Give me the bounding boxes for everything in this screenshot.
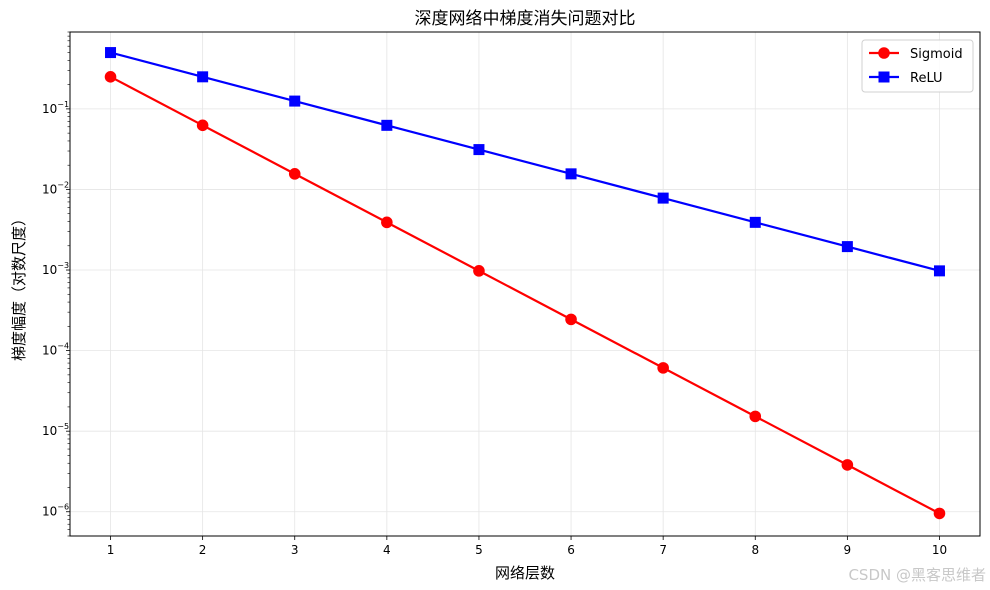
chart-title: 深度网络中梯度消失问题对比 [415, 9, 636, 29]
sigmoid-point-9 [841, 459, 854, 471]
x-tick-label-10: 10 [932, 543, 947, 557]
sigmoid-point-4 [381, 216, 393, 229]
x-tick-label-9: 9 [844, 543, 852, 557]
relu-point-9 [841, 241, 853, 253]
x-tick-label-1: 1 [107, 543, 115, 557]
x-tick-label-4: 4 [383, 543, 391, 557]
y-tick-label-2: 10−2 [42, 180, 69, 196]
sigmoid-point-1 [104, 71, 117, 83]
y-axis-label: 梯度幅度（对数尺度） [10, 211, 28, 361]
relu-point-3 [289, 95, 301, 107]
sigmoid-point-3 [288, 168, 301, 180]
plot-area: 1 2 3 4 5 6 7 8 9 10 10−1 10−2 10−3 10−4 10−5 10−6 [42, 31, 981, 557]
relu-point-6 [565, 168, 577, 180]
relu-point-10 [933, 265, 945, 277]
y-tick-label-6: 10−6 [42, 503, 69, 519]
sigmoid-point-5 [473, 265, 485, 277]
relu-line [110, 51, 940, 272]
relu-point-7 [657, 192, 669, 204]
x-tick-label-6: 6 [567, 543, 575, 557]
relu-point-2 [197, 71, 209, 83]
sigmoid-point-10 [933, 507, 946, 520]
relu-point-5 [473, 144, 485, 156]
relu-point-8 [749, 216, 761, 228]
sigmoid-line [110, 75, 940, 515]
x-tick-label-2: 2 [199, 543, 207, 557]
sigmoid-point-7 [657, 362, 669, 374]
plot-frame [69, 31, 981, 537]
relu-point-1 [105, 47, 117, 59]
sigmoid-point-6 [565, 313, 577, 326]
y-tick-label-4: 10−4 [42, 342, 69, 358]
watermark-text: CSDN @黑客思维者 [848, 566, 986, 584]
x-tick-label-5: 5 [475, 543, 483, 557]
x-axis-label: 网络层数 [495, 564, 555, 582]
legend-relu-marker [878, 71, 890, 83]
sigmoid-point-2 [196, 119, 209, 132]
y-tick-label-1: 10−1 [42, 100, 69, 116]
relu-point-4 [381, 119, 393, 131]
legend-sigmoid-marker [878, 47, 890, 59]
sigmoid-point-8 [749, 410, 762, 423]
x-tick-label-8: 8 [751, 543, 759, 557]
x-tick-label-7: 7 [659, 543, 667, 557]
legend-sigmoid-label: Sigmoid [910, 47, 963, 62]
x-tick-label-3: 3 [291, 543, 299, 557]
legend: Sigmoid ReLU [861, 39, 974, 93]
y-tick-label-3: 10−3 [42, 261, 69, 277]
y-tick-label-5: 10−5 [42, 422, 69, 438]
legend-relu-label: ReLU [910, 71, 943, 86]
